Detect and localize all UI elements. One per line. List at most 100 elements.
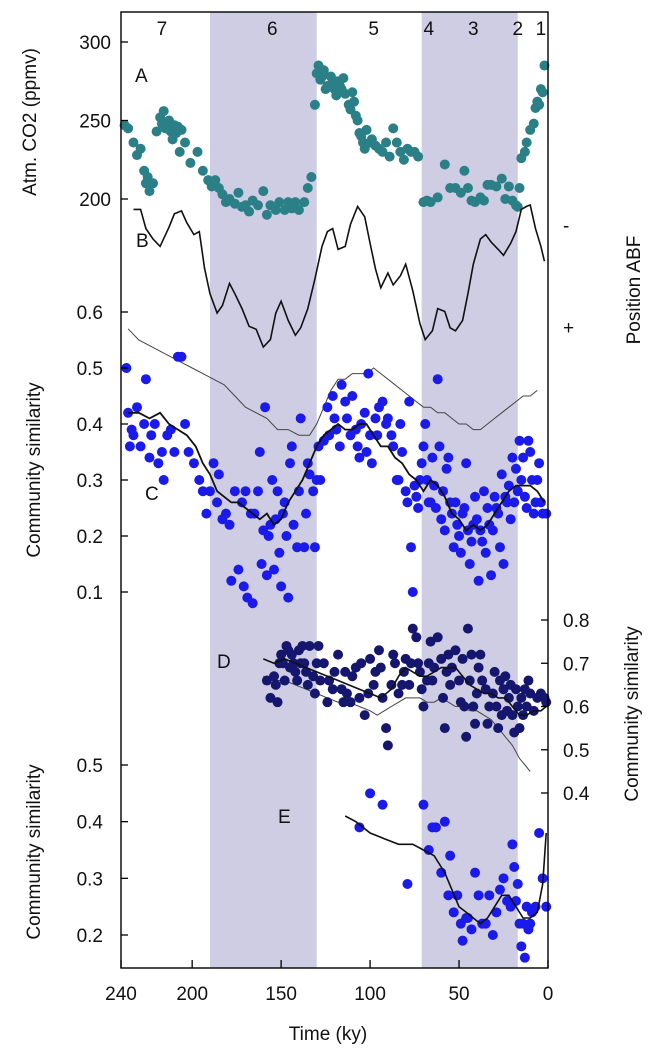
abf-minus-sign: -: [563, 216, 569, 237]
panel-c-point: [180, 419, 191, 429]
co2-point: [425, 197, 436, 208]
panel-d-point: [272, 697, 283, 708]
co2-point: [455, 187, 466, 198]
panel-c-point: [144, 452, 155, 463]
panel-d-point: [510, 684, 521, 695]
panel-e-tick-label: 0.3: [77, 869, 103, 890]
panel-c-point: [169, 447, 180, 457]
panel-c-point: [295, 413, 306, 424]
panel-c-point: [301, 508, 312, 519]
panel-e-label: E: [278, 807, 291, 828]
co2-point: [539, 60, 550, 71]
panel-c-point: [459, 503, 470, 513]
panel-e-point: [498, 873, 509, 884]
panel-e-tick-label: 0.4: [77, 813, 104, 834]
panel-d-point: [406, 658, 417, 669]
panel-c-point: [471, 514, 482, 525]
co2-point: [352, 115, 363, 126]
stage-number: 3: [468, 19, 479, 40]
panel-c-point: [208, 458, 219, 469]
panel-d-point: [466, 649, 477, 660]
x-tick-label: 50: [448, 984, 469, 1005]
panel-e-point: [494, 884, 505, 895]
panel-b-label: B: [136, 231, 149, 252]
panel-c-point: [153, 458, 164, 469]
panel-d-point: [468, 701, 479, 712]
panel-d-tick-label: 0.6: [563, 698, 589, 719]
panel-d-point: [473, 662, 484, 673]
panel-c-point: [260, 402, 271, 413]
panel-e-point: [466, 924, 477, 935]
panel-c-point: [510, 463, 521, 474]
panel-d-point: [359, 710, 370, 721]
panel-c-point: [188, 458, 199, 469]
panel-c-point: [477, 536, 488, 547]
panel-d-point: [292, 675, 303, 686]
abf-line: [133, 203, 546, 349]
panel-c-point: [400, 486, 411, 497]
panel-d-point: [290, 666, 301, 677]
panel-e-similarity: 0.5 0.4 0.3 0.2 E Community similarity: [24, 756, 552, 963]
panel-d-label: D: [217, 652, 231, 673]
co2-point: [512, 201, 523, 212]
co2-point: [491, 181, 502, 192]
co2-point: [144, 186, 155, 197]
panel-d-point: [489, 666, 500, 677]
panel-d-point: [302, 679, 313, 690]
panel-c-point: [505, 514, 516, 525]
co2-point: [398, 154, 409, 165]
co2-point: [192, 146, 203, 157]
co2-point: [478, 195, 489, 206]
panel-c-point: [509, 497, 520, 508]
panel-c-point: [238, 581, 249, 592]
x-tick-label: 240: [105, 984, 137, 1005]
panel-c-point: [347, 391, 358, 401]
panel-c-tick-label: 0.5: [77, 359, 103, 380]
panel-d-point: [393, 688, 404, 699]
panel-c-tick-label: 0.2: [77, 527, 103, 548]
panel-d-point: [462, 623, 473, 634]
panel-c-point: [487, 525, 498, 536]
co2-tick-label: 200: [79, 190, 111, 211]
panel-d-point: [389, 658, 400, 669]
panel-c-point: [139, 419, 150, 429]
panel-d-point: [416, 684, 427, 695]
co2-point: [252, 200, 263, 211]
panel-d-point: [475, 649, 486, 660]
co2-point: [270, 204, 281, 215]
panel-c-point: [229, 486, 240, 497]
co2-point: [123, 123, 134, 134]
panel-c-point: [393, 475, 404, 485]
co2-point: [537, 87, 548, 98]
panel-c-point: [448, 542, 459, 553]
panel-d-point: [398, 666, 409, 677]
panel-c-point: [252, 486, 263, 497]
panel-e-point: [519, 952, 530, 963]
plot-border: [120, 11, 549, 969]
panel-d-point: [329, 666, 340, 677]
panel-e-point: [354, 822, 365, 833]
co2-point: [151, 126, 162, 137]
panel-c-tick-label: 0.4: [77, 415, 104, 436]
panel-d-point: [386, 679, 397, 690]
co2-point: [338, 73, 349, 84]
panel-c-point: [269, 564, 280, 575]
abf-axis-title: Position ABF: [624, 236, 645, 345]
panel-c-point: [466, 536, 477, 547]
panel-d-point: [381, 723, 392, 734]
panel-a-label: A: [135, 66, 148, 87]
panel-d-point: [368, 679, 379, 690]
panel-c-point: [288, 519, 299, 530]
panel-d-point: [411, 632, 422, 643]
panel-e-point: [439, 816, 450, 827]
panel-c-point: [135, 441, 146, 452]
panel-c-point: [514, 435, 525, 446]
panel-e-point: [484, 890, 495, 901]
panel-c-point: [247, 598, 258, 609]
panel-c-point: [224, 519, 235, 530]
panel-d-tick-label: 0.7: [563, 654, 589, 675]
panel-c-point: [276, 581, 287, 592]
co2-point: [496, 173, 507, 184]
panel-c-point: [236, 497, 247, 508]
panel-d-point: [322, 697, 333, 708]
